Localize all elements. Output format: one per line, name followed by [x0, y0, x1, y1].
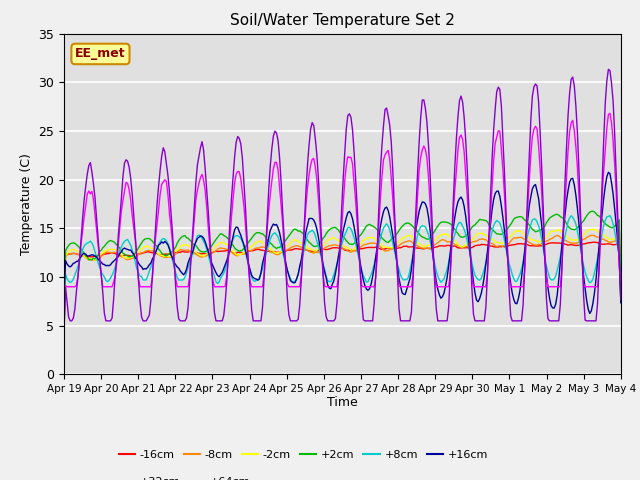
+16cm: [617, 300, 625, 306]
-2cm: [617, 277, 625, 283]
+8cm: [303, 232, 311, 238]
+64cm: [303, 162, 311, 168]
-8cm: [589, 232, 596, 238]
-8cm: [303, 248, 311, 253]
+64cm: [605, 66, 612, 72]
+16cm: [303, 222, 311, 228]
+16cm: [586, 311, 594, 316]
Line: +2cm: +2cm: [64, 211, 621, 293]
+32cm: [254, 284, 262, 289]
+16cm: [60, 295, 68, 300]
-16cm: [591, 240, 598, 245]
+8cm: [254, 277, 262, 283]
+2cm: [226, 239, 234, 244]
X-axis label: Time: Time: [327, 396, 358, 408]
+64cm: [244, 264, 252, 270]
+2cm: [589, 208, 596, 214]
Y-axis label: Temperature (C): Temperature (C): [20, 153, 33, 255]
Title: Soil/Water Temperature Set 2: Soil/Water Temperature Set 2: [230, 13, 455, 28]
+64cm: [226, 218, 234, 224]
-2cm: [129, 255, 136, 261]
+8cm: [129, 247, 136, 253]
+32cm: [586, 284, 594, 289]
+32cm: [226, 236, 234, 241]
+32cm: [617, 281, 625, 287]
+8cm: [586, 280, 594, 286]
+16cm: [226, 248, 234, 253]
+8cm: [226, 248, 234, 253]
-2cm: [226, 245, 234, 251]
-8cm: [586, 233, 594, 239]
+2cm: [129, 253, 136, 259]
+32cm: [60, 326, 68, 332]
+16cm: [605, 169, 612, 175]
-2cm: [303, 245, 311, 251]
+2cm: [303, 238, 311, 243]
+16cm: [129, 250, 136, 255]
+16cm: [254, 277, 262, 283]
+2cm: [60, 290, 68, 296]
+16cm: [588, 308, 595, 314]
+32cm: [606, 110, 614, 116]
Line: +32cm: +32cm: [64, 113, 621, 329]
-8cm: [60, 293, 68, 299]
+2cm: [586, 209, 594, 215]
+64cm: [60, 327, 68, 333]
-8cm: [226, 248, 234, 253]
Line: +8cm: +8cm: [64, 216, 621, 306]
-8cm: [254, 245, 262, 251]
-16cm: [60, 292, 68, 298]
+64cm: [129, 192, 136, 197]
Line: +16cm: +16cm: [64, 172, 621, 313]
Line: -16cm: -16cm: [64, 242, 621, 295]
-2cm: [254, 239, 262, 245]
+32cm: [303, 185, 311, 191]
-8cm: [244, 248, 252, 253]
+64cm: [586, 318, 594, 324]
-2cm: [60, 292, 68, 298]
+32cm: [129, 213, 136, 218]
-2cm: [589, 226, 596, 232]
+2cm: [254, 230, 262, 236]
+8cm: [606, 213, 614, 218]
+8cm: [244, 262, 252, 267]
-16cm: [244, 248, 252, 254]
+32cm: [244, 263, 252, 268]
+8cm: [617, 295, 625, 300]
-2cm: [586, 226, 594, 232]
-8cm: [617, 281, 625, 287]
-16cm: [303, 247, 311, 253]
-8cm: [129, 255, 136, 261]
+16cm: [244, 262, 252, 267]
Line: +64cm: +64cm: [64, 69, 621, 330]
-2cm: [244, 246, 252, 252]
-16cm: [586, 240, 594, 246]
Legend: +32cm, +64cm: +32cm, +64cm: [114, 473, 255, 480]
+8cm: [60, 303, 68, 309]
+2cm: [244, 240, 252, 245]
Text: EE_met: EE_met: [75, 48, 126, 60]
-16cm: [617, 284, 625, 290]
-16cm: [254, 246, 262, 252]
-16cm: [226, 248, 234, 254]
Line: -8cm: -8cm: [64, 235, 621, 296]
+64cm: [617, 297, 625, 302]
Line: -2cm: -2cm: [64, 229, 621, 295]
+64cm: [254, 318, 262, 324]
-16cm: [129, 253, 136, 259]
+2cm: [617, 268, 625, 274]
